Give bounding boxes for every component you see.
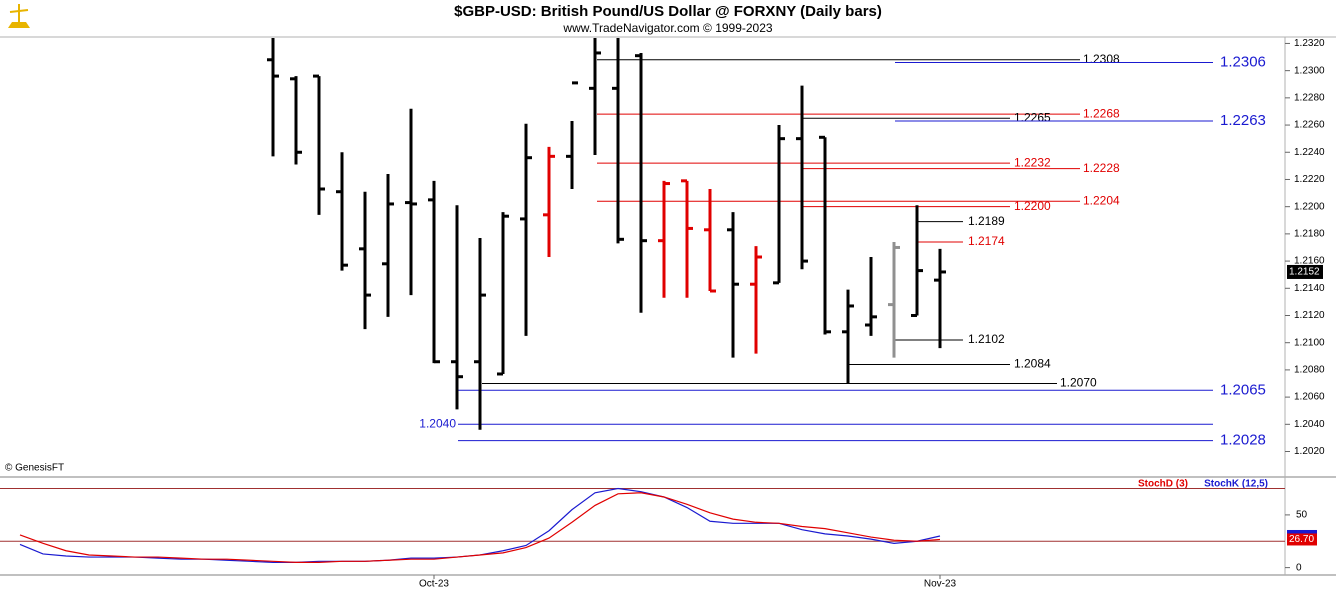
chart-subtitle: www.TradeNavigator.com © 1999-2023: [562, 21, 772, 35]
level-label: 1.2308: [1083, 52, 1120, 66]
stoch-line: [19, 492, 941, 563]
y-tick-label: 1.2220: [1294, 174, 1325, 185]
last-price-box: [1287, 264, 1323, 279]
y-tick-label: 1.2100: [1294, 337, 1325, 348]
y-tick-label: 1.2080: [1294, 365, 1325, 376]
level-label: 1.2065: [1220, 381, 1266, 398]
level-label: 1.2200: [1014, 199, 1051, 213]
level-label: 1.2268: [1083, 106, 1120, 120]
y-tick-label: 50: [1296, 510, 1308, 521]
y-tick-label: 1.2180: [1294, 229, 1325, 240]
level-label: 1.2232: [1014, 155, 1051, 169]
y-tick-label: 1.2060: [1294, 392, 1325, 403]
y-tick-label: 1.2120: [1294, 310, 1325, 321]
level-label: 1.2174: [968, 234, 1005, 248]
x-tick-label: Oct-23: [419, 579, 449, 590]
last-price-label: 1.2152: [1289, 267, 1320, 278]
legend-entry: StochD (3): [1138, 479, 1188, 490]
credit: © GenesisFT: [5, 463, 64, 474]
y-tick-label: 1.2040: [1294, 419, 1325, 430]
level-label: 1.2263: [1220, 112, 1266, 129]
last-value-box: [1287, 533, 1317, 546]
y-tick-label: 1.2300: [1294, 65, 1325, 76]
level-label: 1.2040: [419, 416, 456, 430]
y-tick-label: 1.2020: [1294, 446, 1325, 457]
level-label: 1.2070: [1060, 376, 1097, 390]
level-label: 1.2028: [1220, 432, 1266, 449]
chart-title: $GBP-USD: British Pound/US Dollar @ FORX…: [454, 3, 882, 20]
level-label: 1.2204: [1083, 193, 1120, 207]
level-label: 1.2306: [1220, 53, 1266, 70]
level-label: 1.2102: [968, 332, 1005, 346]
level-label: 1.2084: [1014, 357, 1051, 371]
y-tick-label: 0: [1296, 562, 1302, 573]
legend-entry: StochK (12,5): [1204, 479, 1268, 490]
y-tick-label: 1.2200: [1294, 201, 1325, 212]
y-tick-label: 1.2160: [1294, 256, 1325, 267]
y-tick-label: 1.2140: [1294, 283, 1325, 294]
logo: [8, 4, 30, 28]
y-tick-label: 1.2280: [1294, 92, 1325, 103]
x-tick-label: Nov-23: [924, 579, 957, 590]
y-tick-label: 1.2260: [1294, 120, 1325, 131]
level-label: 1.2228: [1083, 161, 1120, 175]
level-label: 1.2189: [968, 214, 1005, 228]
last-value-label: 26.70: [1289, 534, 1314, 545]
y-tick-label: 1.2320: [1294, 38, 1325, 49]
y-tick-label: 1.2240: [1294, 147, 1325, 158]
level-label: 1.2265: [1014, 110, 1051, 124]
